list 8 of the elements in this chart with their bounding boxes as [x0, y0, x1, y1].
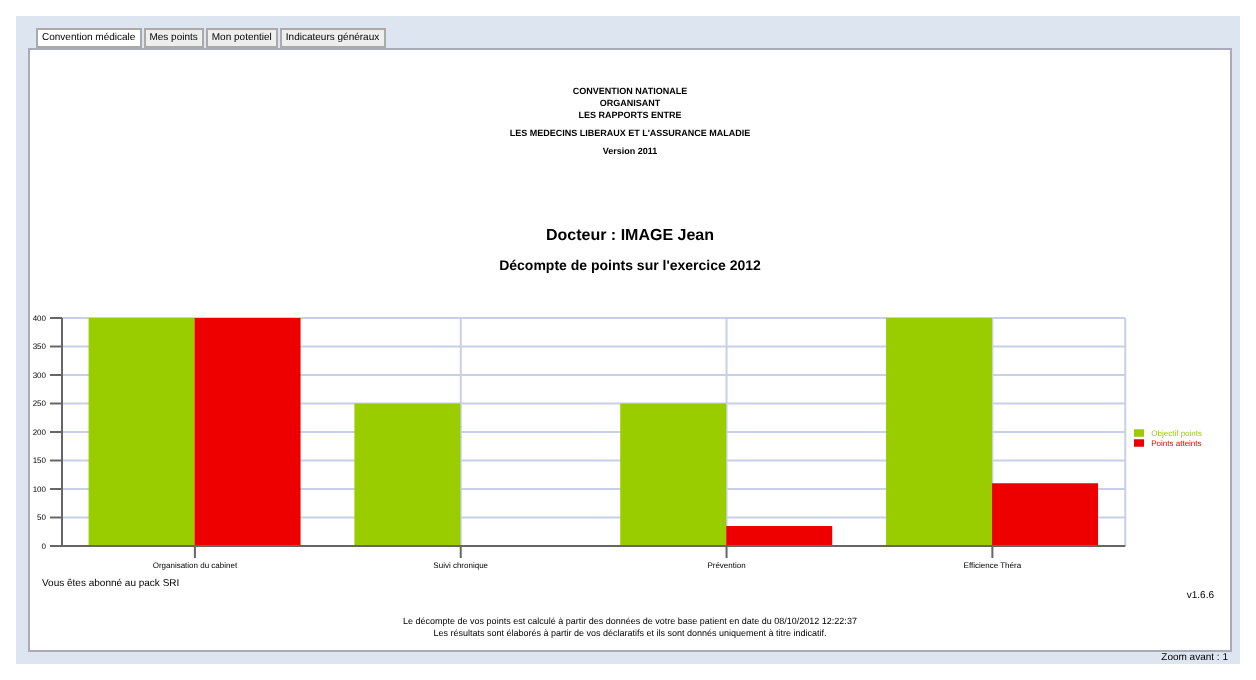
- bar: [886, 318, 993, 546]
- bar: [88, 318, 195, 546]
- bar: [620, 403, 727, 546]
- chart-title: Docteur : IMAGE Jean: [543, 226, 716, 244]
- bar: [194, 318, 301, 546]
- bar: [354, 403, 461, 546]
- bar: [992, 483, 1099, 546]
- bar: [726, 526, 833, 546]
